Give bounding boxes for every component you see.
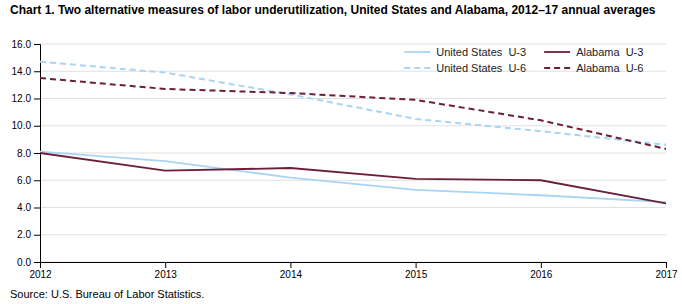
grid-line (40, 71, 666, 72)
legend-label: Alabama U-6 (576, 62, 643, 74)
x-tick: 2017 (655, 262, 678, 280)
x-tick-mark (40, 262, 41, 268)
series-line (40, 153, 666, 203)
y-tick-label: 16.0 (12, 39, 32, 50)
legend-label: United States U-3 (436, 46, 526, 58)
y-tick: 2.0 (17, 229, 40, 240)
y-tick-label: 4.0 (17, 202, 31, 213)
x-tick-label: 2017 (655, 269, 678, 280)
x-tick: 2015 (405, 262, 428, 280)
y-tick: 16.0 (12, 39, 40, 50)
y-tick-label: 12.0 (12, 93, 32, 104)
y-tick-mark (34, 99, 40, 100)
y-tick: 12.0 (12, 93, 40, 104)
x-tick: 2014 (280, 262, 303, 280)
y-tick-mark (34, 44, 40, 45)
y-tick: 0.0 (17, 257, 40, 268)
legend: United States U-3 Alabama U-3 United State… (404, 46, 643, 74)
x-tick: 2012 (29, 262, 52, 280)
title: Chart 1. Two alternative measures of lab… (10, 3, 656, 17)
y-tick: 6.0 (17, 175, 40, 186)
grid-line (40, 125, 666, 126)
y-tick-label: 0.0 (17, 257, 31, 268)
x-tick-label: 2013 (155, 269, 178, 280)
y-tick-mark (34, 153, 40, 154)
x-tick: 2016 (530, 262, 553, 280)
legend-swatch (404, 67, 430, 69)
x-tick-label: 2014 (280, 269, 303, 280)
grid-line (40, 98, 666, 99)
y-tick: 8.0 (17, 148, 40, 159)
x-tick-mark (666, 262, 667, 268)
x-tick-mark (416, 262, 417, 268)
x-axis-line (41, 263, 667, 269)
y-axis-line (34, 45, 41, 263)
y-tick-label: 6.0 (17, 175, 31, 186)
legend-label: Alabama U-3 (576, 46, 643, 58)
legend-swatch (544, 67, 570, 69)
y-tick-label: 8.0 (17, 148, 31, 159)
grid-line (40, 207, 666, 208)
legend-item: United States U-6 (404, 62, 526, 74)
grid-line (40, 153, 666, 154)
x-tick: 2013 (155, 262, 178, 280)
x-tick-label: 2012 (29, 269, 52, 280)
title-line: Chart 1. Two alternative measures of lab… (10, 3, 656, 17)
y-tick-mark (34, 126, 40, 127)
x-tick-mark (541, 262, 542, 268)
x-tick-label: 2015 (405, 269, 428, 280)
series-line (40, 62, 666, 145)
grid (40, 44, 666, 262)
series-line (40, 78, 666, 149)
y-tick-label: 14.0 (12, 66, 32, 77)
y-tick-mark (34, 262, 40, 263)
y-tick: 14.0 (12, 66, 40, 77)
y-tick-label: 10.0 (12, 120, 32, 131)
lines (40, 62, 666, 204)
y-axis: 0.0 2.0 4.0 6.0 8.0 10.0 12.0 14.0 16.0 (12, 39, 41, 268)
x-tick-label: 2016 (530, 269, 553, 280)
grid-line (40, 234, 666, 235)
plot: 0.02.04.06.08.010.012.014.016.0201220132… (12, 39, 679, 280)
source: Source: U.S. Bureau of Labor Statistics. (10, 288, 204, 300)
legend-swatch (404, 51, 430, 53)
grid-line (40, 44, 666, 45)
legend-item: Alabama U-3 (544, 46, 643, 58)
legend-label: United States U-6 (436, 62, 526, 74)
y-tick-mark (34, 235, 40, 236)
grid-line (40, 180, 666, 181)
legend-item: United States U-3 (404, 46, 526, 58)
x-tick-mark (290, 262, 291, 268)
legend-swatch (544, 51, 570, 53)
chart: Chart 1. Two alternative measures of lab… (0, 0, 682, 304)
x-axis: 2012 2013 2014 2015 2016 2017 (29, 262, 678, 280)
y-tick-mark (34, 208, 40, 209)
series-line (40, 152, 666, 202)
y-tick: 4.0 (17, 202, 40, 213)
x-tick-mark (165, 262, 166, 268)
y-tick-label: 2.0 (17, 229, 31, 240)
y-tick-mark (34, 180, 40, 181)
legend-item: Alabama U-6 (544, 62, 643, 74)
y-tick-mark (34, 71, 40, 72)
y-tick: 10.0 (12, 120, 40, 131)
